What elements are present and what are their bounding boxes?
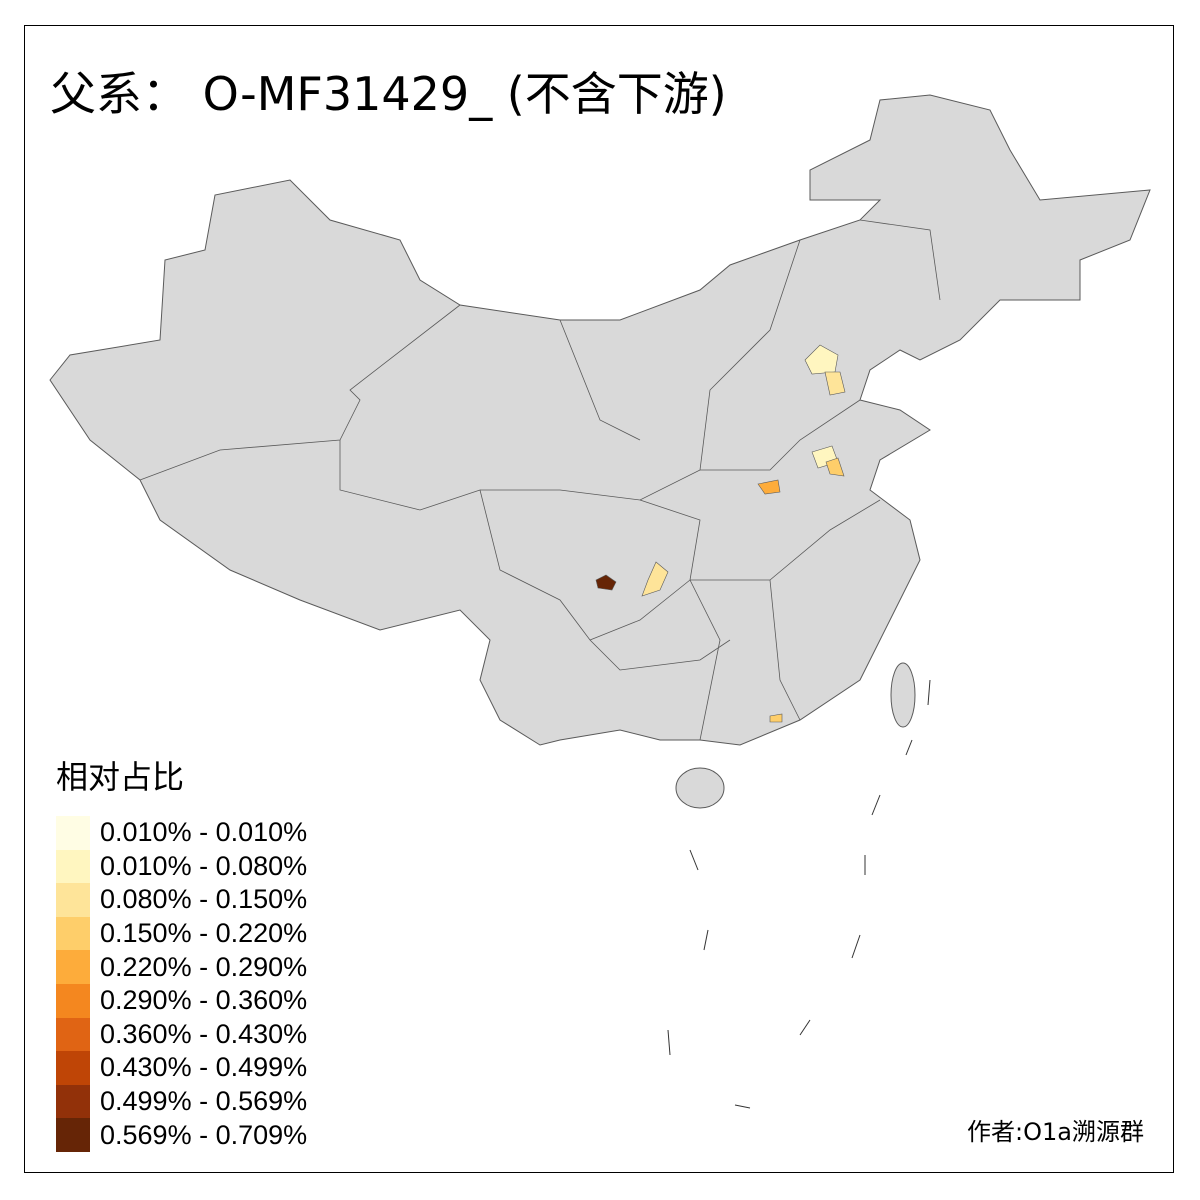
- legend-swatch: [56, 816, 90, 850]
- legend-label: 0.010% - 0.010%: [100, 817, 308, 848]
- region-guangdong: [769, 713, 783, 723]
- region-shandong-b: [825, 457, 845, 477]
- legend-swatch: [56, 849, 90, 884]
- legend-label: 0.080% - 0.150%: [100, 884, 308, 915]
- legend-item: 0.499% - 0.569%: [56, 1084, 308, 1119]
- legend-swatch: [56, 983, 90, 1018]
- south-china-sea-islands: [667, 679, 931, 1109]
- legend-item: 0.290% - 0.360%: [56, 983, 308, 1018]
- legend-swatch: [56, 1118, 90, 1152]
- legend-swatch: [56, 1017, 90, 1052]
- map-title: 父系： O-MF31429_ (不含下游): [50, 67, 727, 121]
- legend-item: 0.010% - 0.010%: [56, 816, 307, 850]
- legend-label: 0.499% - 0.569%: [100, 1086, 308, 1117]
- author-credit: 作者:O1a溯源群: [967, 1118, 1144, 1146]
- highlighted-regions: [595, 344, 846, 723]
- region-sichuan: [595, 574, 617, 591]
- legend-swatch: [56, 950, 90, 984]
- legend-item: 0.430% - 0.499%: [56, 1051, 307, 1085]
- legend: 相对占比 0.010% - 0.010% 0.010% - 0.080% 0.080…: [56, 752, 307, 1152]
- legend-label: 0.010% - 0.080%: [100, 850, 308, 881]
- province-borders: [139, 219, 941, 741]
- legend-title: 相对占比: [56, 758, 185, 796]
- hainan-region: [675, 767, 725, 809]
- legend-label: 0.290% - 0.360%: [100, 985, 308, 1016]
- legend-swatch: [56, 1084, 90, 1119]
- legend-item: 0.360% - 0.430%: [56, 1017, 308, 1052]
- legend-swatch: [56, 883, 90, 917]
- legend-label: 0.569% - 0.709%: [100, 1119, 308, 1150]
- legend-item: 0.150% - 0.220%: [56, 916, 308, 951]
- taiwan-region: [890, 662, 916, 728]
- legend-label: 0.150% - 0.220%: [100, 918, 308, 949]
- legend-item: 0.010% - 0.080%: [56, 849, 308, 884]
- legend-label: 0.430% - 0.499%: [100, 1052, 308, 1083]
- region-tianjin-hebei: [824, 371, 846, 396]
- legend-item: 0.220% - 0.290%: [56, 950, 307, 984]
- region-beijing: [804, 344, 839, 375]
- legend-item: 0.569% - 0.709%: [56, 1118, 307, 1152]
- region-chongqing: [641, 561, 669, 597]
- legend-swatch: [56, 916, 90, 951]
- legend-swatch: [56, 1051, 90, 1085]
- map-panel: [24, 25, 1174, 1173]
- legend-label: 0.360% - 0.430%: [100, 1018, 308, 1049]
- region-henan: [757, 479, 781, 495]
- legend-item: 0.080% - 0.150%: [56, 883, 307, 917]
- legend-label: 0.220% - 0.290%: [100, 951, 308, 982]
